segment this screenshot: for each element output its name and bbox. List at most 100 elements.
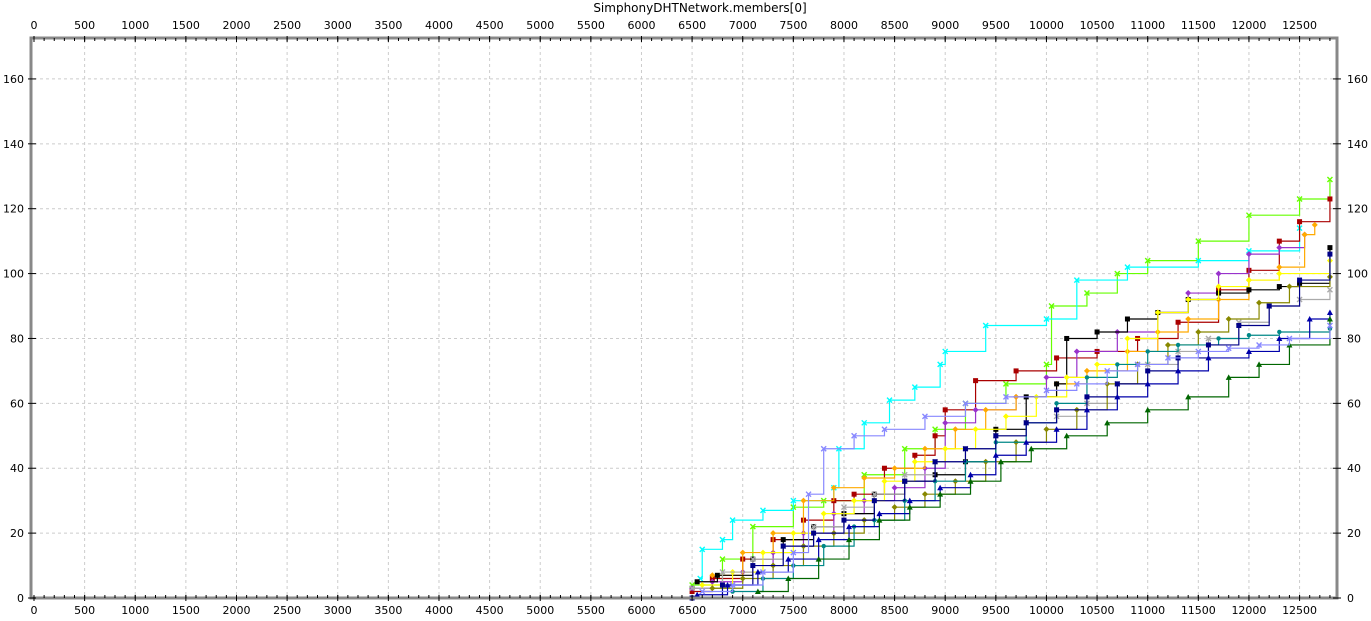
data-point [719, 569, 726, 576]
y-tick-label-left: 60 [10, 397, 24, 410]
x-tick-label-bottom: 8500 [881, 604, 909, 617]
data-point [1276, 238, 1282, 244]
data-point [719, 582, 725, 588]
data-point [1327, 251, 1333, 257]
data-point [973, 378, 979, 384]
data-point [1286, 283, 1293, 290]
series-0 [689, 176, 1333, 589]
x-tick-label-top: 12500 [1282, 19, 1317, 32]
data-point [1266, 303, 1272, 309]
data-point [820, 445, 827, 452]
data-point [932, 426, 939, 433]
data-point [1145, 349, 1150, 354]
x-tick-label-top: 9500 [982, 19, 1010, 32]
data-point [1297, 219, 1303, 225]
data-point [901, 445, 908, 452]
data-point [942, 419, 949, 426]
x-tick-label-bottom: 5500 [577, 604, 605, 617]
data-point [876, 510, 883, 517]
data-point [1205, 342, 1211, 348]
data-point [1073, 277, 1080, 284]
data-point [1083, 367, 1090, 374]
x-tick-label-top: 7500 [779, 19, 807, 32]
data-point [1326, 309, 1333, 316]
data-point [739, 549, 746, 556]
data-point [1256, 299, 1263, 306]
series-13 [699, 322, 1333, 595]
data-point [1246, 287, 1252, 293]
data-point [815, 556, 822, 562]
data-point [1094, 361, 1101, 368]
series-4 [709, 221, 1318, 579]
data-point [912, 452, 918, 458]
data-point [694, 591, 701, 598]
data-point [800, 497, 807, 504]
data-point [1083, 290, 1090, 297]
data-point [942, 348, 949, 355]
series-line [702, 260, 1331, 586]
x-tick-label-top: 3500 [374, 19, 402, 32]
series-6 [699, 257, 1333, 589]
series-2 [689, 196, 1333, 595]
x-tick-label-bottom: 10000 [1029, 604, 1064, 617]
data-point [1245, 348, 1252, 354]
data-point [1185, 393, 1192, 400]
data-point [1306, 316, 1313, 322]
data-point [1073, 348, 1080, 355]
y-tick-label-right: 80 [1347, 332, 1361, 345]
y-tick-label-right: 120 [1347, 203, 1368, 216]
data-point [1104, 419, 1111, 426]
x-tick-label-top: 7000 [729, 19, 757, 32]
data-point [1246, 333, 1252, 338]
x-tick-label-bottom: 1000 [121, 604, 149, 617]
y-tick-label-right: 140 [1347, 138, 1368, 151]
data-point [1013, 368, 1019, 374]
data-point [1164, 354, 1171, 361]
data-point [699, 588, 706, 595]
y-tick-label-left: 40 [10, 462, 24, 475]
data-point [1236, 322, 1242, 328]
data-point [1048, 303, 1055, 310]
data-point [1054, 381, 1060, 387]
data-point [1104, 367, 1111, 374]
data-point [1054, 355, 1060, 361]
data-point [1195, 257, 1202, 264]
y-tick-label-left: 80 [10, 332, 24, 345]
x-tick-label-top: 10000 [1029, 19, 1064, 32]
data-point [861, 419, 868, 426]
series-1 [697, 225, 1303, 582]
data-point [1311, 221, 1318, 228]
data-point [1164, 341, 1171, 348]
data-point [1276, 284, 1282, 290]
series-line [712, 224, 1316, 576]
y-tick-label-left: 160 [3, 73, 24, 86]
data-point [1256, 341, 1263, 348]
x-tick-label-bottom: 7000 [729, 604, 757, 617]
data-point [1175, 342, 1181, 348]
data-point [1225, 345, 1232, 352]
data-point [754, 588, 761, 595]
series-line [692, 289, 1331, 589]
data-point [1326, 316, 1333, 322]
y-tick-label-left: 120 [3, 203, 24, 216]
series-line [700, 228, 1301, 580]
data-point [861, 471, 868, 478]
data-point [785, 556, 792, 562]
data-point [739, 575, 746, 582]
data-point [952, 426, 959, 433]
data-point [982, 406, 989, 413]
data-point [709, 576, 715, 582]
x-tick-label-top: 11500 [1181, 19, 1216, 32]
x-tick-label-top: 10500 [1080, 19, 1115, 32]
x-tick-label-top: 6500 [678, 19, 706, 32]
data-point [997, 458, 1004, 465]
data-point [1043, 387, 1050, 394]
data-point [1124, 264, 1131, 271]
data-point [937, 491, 944, 497]
x-tick-label-top: 12000 [1231, 19, 1266, 32]
data-point [1053, 426, 1060, 432]
x-tick-label-top: 8000 [830, 19, 858, 32]
data-point [724, 582, 731, 588]
x-tick-label-top: 0 [31, 19, 38, 32]
